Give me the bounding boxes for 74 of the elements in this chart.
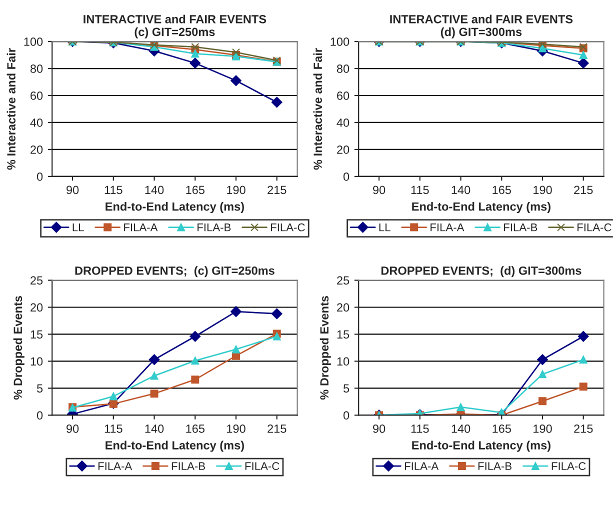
legend-label: FILA-B xyxy=(172,462,205,470)
x-tick-label: 215 xyxy=(574,424,593,433)
legend-label: FILA-B xyxy=(478,462,512,470)
legend-label: FILA-C xyxy=(578,223,612,232)
y-tick-label: 0 xyxy=(343,411,350,420)
y-tick-label: 20 xyxy=(337,146,350,154)
chart-title: INTERACTIVE and FAIR EVENTS (d) GIT=300ms xyxy=(390,14,573,38)
y-tick-label: 5 xyxy=(36,384,43,393)
y-tick-label: 25 xyxy=(30,276,43,285)
x-tick-label: 215 xyxy=(268,424,286,433)
chart-title: DROPPED EVENTS; (d) GIT=300ms xyxy=(381,266,582,278)
y-axis-title: % Dropped Events xyxy=(13,296,24,400)
x-tick-label: 90 xyxy=(373,186,386,194)
legend-label: FILA-A xyxy=(124,224,158,232)
x-tick-label: 215 xyxy=(574,186,593,194)
y-tick-label: 10 xyxy=(30,357,43,366)
y-tick-label: 25 xyxy=(337,276,350,285)
y-tick-label: 10 xyxy=(337,357,350,366)
x-tick-label: 190 xyxy=(227,424,246,433)
y-tick-label: 80 xyxy=(30,64,43,73)
legend-label: FILA-A xyxy=(430,224,464,232)
y-tick-label: 40 xyxy=(336,118,350,127)
x-tick-label: 165 xyxy=(492,424,511,433)
y-axis-title: % Dropped Events xyxy=(320,296,331,400)
x-axis-title: End-to-End Latency (ms) xyxy=(412,202,550,214)
x-axis-title: End-to-End Latency (ms) xyxy=(412,440,550,452)
x-tick-label: 90 xyxy=(66,424,79,433)
y-tick-label: 20 xyxy=(30,303,43,312)
y-tick-label: 15 xyxy=(337,330,350,339)
x-tick-label: 90 xyxy=(66,186,79,194)
y-tick-label: 20 xyxy=(337,303,350,312)
x-axis-title: End-to-End Latency (ms) xyxy=(106,440,244,452)
x-tick-label: 165 xyxy=(186,186,204,194)
y-axis-title: % Interactive and Fair xyxy=(313,48,322,170)
x-tick-label: 115 xyxy=(411,424,429,433)
x-tick-label: 140 xyxy=(145,424,164,433)
x-axis-title: End-to-End Latency (ms) xyxy=(106,202,244,214)
y-tick-label: 40 xyxy=(30,118,43,127)
y-tick-label: 60 xyxy=(30,92,43,100)
y-tick-label: 20 xyxy=(30,146,43,154)
x-tick-label: 140 xyxy=(145,186,164,194)
y-tick-label: 100 xyxy=(330,38,350,46)
legend-label: FILA-B xyxy=(198,224,231,232)
legend-label: LL xyxy=(379,224,390,232)
y-tick-label: 0 xyxy=(343,172,350,181)
legend-label: FILA-C xyxy=(271,223,305,232)
y-tick-label: 60 xyxy=(337,92,350,100)
y-tick-label: 80 xyxy=(336,64,350,73)
chart-title: DROPPED EVENTS; (c) GIT=250ms xyxy=(75,266,274,278)
legend-label: FILA-A xyxy=(404,462,439,470)
legend-label: LL xyxy=(72,224,84,232)
y-axis-title: % Interactive and Fair xyxy=(6,48,16,170)
x-tick-label: 90 xyxy=(373,424,386,433)
legend-label: FILA-C xyxy=(552,462,586,470)
legend-label: FILA-C xyxy=(245,462,280,470)
x-tick-label: 140 xyxy=(452,424,470,433)
y-tick-label: 15 xyxy=(30,330,43,339)
legend-label: FILA-B xyxy=(504,224,538,232)
x-tick-label: 115 xyxy=(104,424,122,433)
chart-title: INTERACTIVE and FAIR EVENTS (c) GIT=250ms xyxy=(84,14,266,38)
x-tick-label: 115 xyxy=(411,186,429,194)
x-tick-label: 215 xyxy=(268,186,286,194)
x-tick-label: 190 xyxy=(534,424,552,433)
x-tick-label: 165 xyxy=(186,424,204,433)
x-tick-label: 115 xyxy=(104,186,122,194)
legend-label: FILA-A xyxy=(98,462,132,470)
y-tick-label: 5 xyxy=(343,384,350,393)
y-tick-label: 100 xyxy=(24,38,43,46)
x-tick-label: 190 xyxy=(227,186,246,194)
x-tick-label: 165 xyxy=(492,186,511,194)
x-tick-label: 190 xyxy=(534,186,552,194)
y-tick-label: 0 xyxy=(36,172,43,181)
x-tick-label: 140 xyxy=(452,186,470,194)
y-tick-label: 0 xyxy=(36,411,43,420)
